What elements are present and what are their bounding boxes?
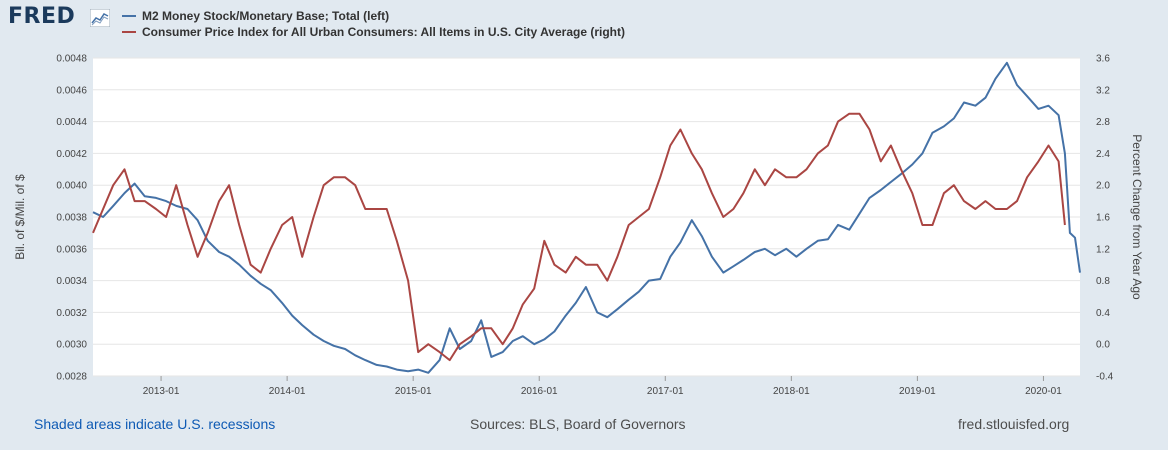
- left-axis-tick-label: 0.0042: [56, 149, 87, 160]
- legend-item-cpi[interactable]: Consumer Price Index for All Urban Consu…: [122, 24, 625, 40]
- right-axis-tick-label: 0.8: [1096, 276, 1110, 287]
- x-axis-tick-label: 2013-01: [143, 386, 180, 397]
- series-lines: [92, 61, 1081, 374]
- right-axis-tick-label: 3.6: [1096, 54, 1110, 65]
- x-axis-ticks: 2013-01 2014-01 2015-01 2016-01 2017-01 2018-…: [143, 376, 1062, 397]
- legend-swatch-cpi: [122, 31, 136, 33]
- chart-legend: M2 Money Stock/Monetary Base; Total (lef…: [122, 8, 625, 40]
- left-axis-ticks: 0.0028 0.0030 0.0032 0.0034 0.0036 0.0038 0.00…: [56, 54, 87, 383]
- right-axis-title: Percent Change from Year Ago: [1130, 134, 1144, 300]
- legend-swatch-m2: [122, 15, 136, 17]
- right-axis-tick-label: 2.8: [1096, 117, 1110, 128]
- left-axis-tick-label: 0.0048: [56, 54, 87, 65]
- right-axis-tick-label: 3.2: [1096, 85, 1110, 96]
- series-line-cpi[interactable]: [92, 112, 1066, 362]
- right-axis-tick-label: 1.6: [1096, 213, 1110, 224]
- left-axis-tick-label: 0.0036: [56, 244, 87, 255]
- series-line-m2[interactable]: [92, 61, 1081, 374]
- right-axis-tick-label: 0.0: [1096, 340, 1110, 351]
- x-axis-tick-label: 2015-01: [395, 386, 432, 397]
- x-axis-tick-label: 2014-01: [269, 386, 306, 397]
- left-axis-tick-label: 0.0038: [56, 213, 87, 224]
- right-axis-ticks: -0.4 0.0 0.4 0.8 1.2 1.6 2.0 2.4 2.8 3.2 3.6: [1096, 54, 1114, 383]
- x-axis-tick-label: 2016-01: [521, 386, 558, 397]
- left-axis-tick-label: 0.0032: [56, 308, 87, 319]
- legend-item-m2[interactable]: M2 Money Stock/Monetary Base; Total (lef…: [122, 8, 625, 24]
- right-axis-tick-label: -0.4: [1096, 372, 1114, 383]
- right-axis-tick-label: 2.0: [1096, 181, 1110, 192]
- fred-site-link[interactable]: fred.stlouisfed.org: [958, 416, 1070, 432]
- gridlines: [93, 57, 1080, 377]
- left-axis-tick-label: 0.0028: [56, 372, 87, 383]
- right-axis-tick-label: 2.4: [1096, 149, 1110, 160]
- recessions-note-link[interactable]: Shaded areas indicate U.S. recessions: [34, 416, 276, 432]
- x-axis-tick-label: 2019-01: [899, 386, 936, 397]
- legend-label-cpi: Consumer Price Index for All Urban Consu…: [142, 25, 625, 39]
- x-axis-tick-label: 2017-01: [647, 386, 684, 397]
- right-axis-tick-label: 1.2: [1096, 244, 1110, 255]
- left-axis-tick-label: 0.0030: [56, 340, 87, 351]
- left-axis-tick-label: 0.0040: [56, 181, 87, 192]
- left-axis-tick-label: 0.0044: [56, 117, 87, 128]
- left-axis-tick-label: 0.0046: [56, 85, 87, 96]
- legend-label-m2: M2 Money Stock/Monetary Base; Total (lef…: [142, 9, 390, 23]
- x-axis-tick-label: 2020-01: [1025, 386, 1062, 397]
- right-axis-tick-label: 0.4: [1096, 308, 1110, 319]
- left-axis-tick-label: 0.0034: [56, 276, 87, 287]
- fred-chart-logo-icon: [90, 9, 110, 27]
- fred-logo[interactable]: FRED: [8, 4, 76, 29]
- sources-note: Sources: BLS, Board of Governors: [470, 416, 686, 432]
- x-axis-tick-label: 2018-01: [773, 386, 810, 397]
- left-axis-title: Bil. of $/Mil. of $: [13, 174, 27, 260]
